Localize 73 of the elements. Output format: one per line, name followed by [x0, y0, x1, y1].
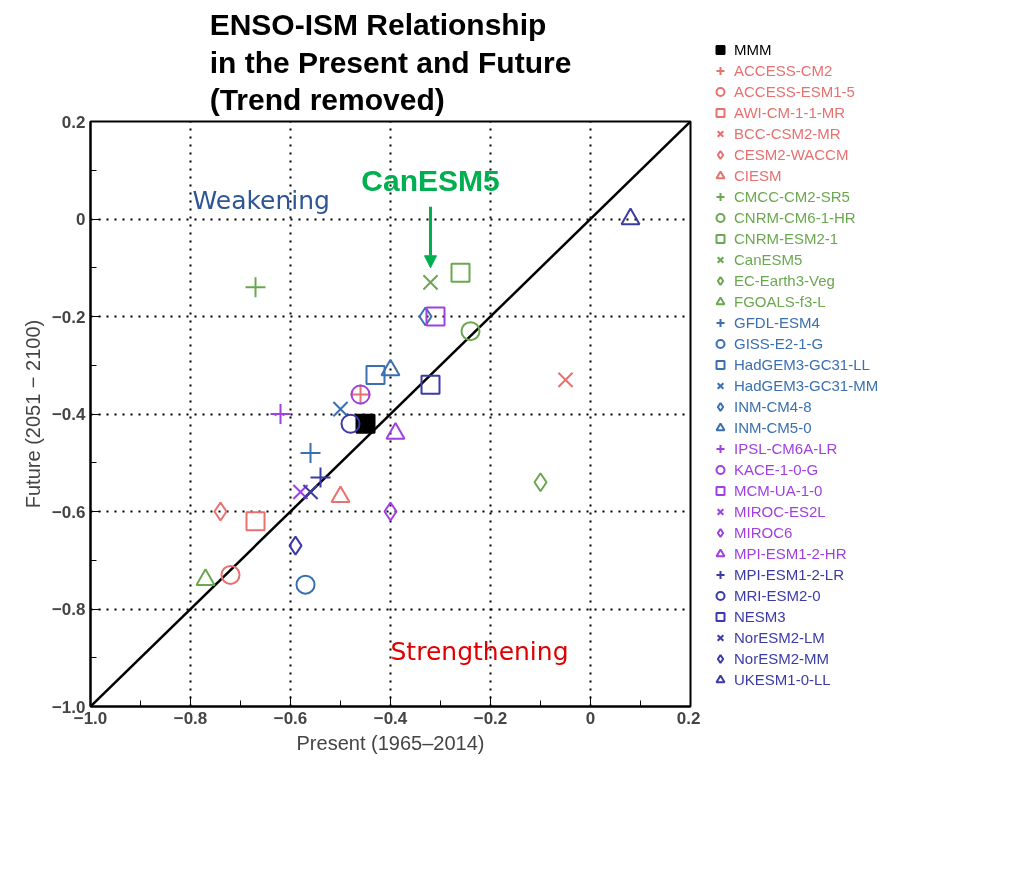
- legend-label: NorESM2-LM: [734, 628, 825, 649]
- legend-label: MRI-ESM2-0: [734, 586, 821, 607]
- legend-label: GISS-E2-1-G: [734, 334, 824, 355]
- point: [309, 466, 332, 489]
- point: [299, 442, 322, 464]
- point: [213, 501, 228, 522]
- legend-label: MCM-UA-1-0: [734, 481, 823, 502]
- point: [340, 413, 361, 434]
- legend-label: AWI-CM-1-1-MR: [734, 103, 846, 124]
- legend-label: MPI-ESM1-2-HR: [734, 544, 847, 565]
- point: [292, 483, 309, 501]
- x-tick-label: −0.8: [173, 708, 208, 728]
- point: [332, 401, 349, 418]
- legend-label: CNRM-CM6-1-HR: [734, 208, 856, 229]
- legend-label: MIROC-ES2L: [734, 502, 826, 523]
- annotation: Strengthening: [390, 636, 569, 666]
- point: [418, 306, 433, 327]
- point: [420, 374, 441, 395]
- point: [295, 574, 316, 595]
- legend-label: FGOALS-f3-L: [734, 292, 826, 313]
- legend-label: CanESM5: [734, 250, 803, 271]
- point: [269, 403, 292, 425]
- legend-label: INM-CM4-8: [734, 397, 812, 418]
- legend-label: MIROC6: [734, 523, 793, 544]
- point: [460, 321, 481, 342]
- x-tick-label: −0.4: [373, 708, 408, 728]
- legend-label: KACE-1-0-G: [734, 460, 819, 481]
- annotation: Weakening: [192, 186, 330, 216]
- x-tick-label: −0.6: [273, 708, 308, 728]
- legend-label: INM-CM5-0: [734, 418, 812, 439]
- point: [422, 274, 439, 291]
- legend-label: CESM2-WACCM: [734, 145, 849, 166]
- x-tick-label: −0.2: [473, 708, 508, 728]
- point: [533, 472, 548, 493]
- legend-label: HadGEM3-GC31-MM: [734, 376, 879, 397]
- legend-label: BCC-CSM2-MR: [734, 124, 841, 145]
- point: [302, 483, 319, 501]
- legend-label: NESM3: [734, 607, 786, 628]
- point: [220, 564, 241, 585]
- point: [383, 501, 398, 522]
- y-tick-label: 0.2: [61, 112, 86, 132]
- legend-label: ACCESS-CM2: [734, 61, 833, 82]
- x-tick-label: 0.2: [676, 708, 701, 728]
- y-tick-label: −0.8: [51, 600, 86, 619]
- point: [365, 365, 386, 385]
- point: [245, 511, 266, 532]
- point: [244, 276, 267, 299]
- legend-label: MPI-ESM1-2-LR: [734, 565, 845, 586]
- x-axis-title: Present (1965–2014): [296, 731, 485, 754]
- point: [557, 371, 574, 388]
- legend-label: CIESM: [734, 166, 782, 187]
- legend-label: IPSL-CM6A-LR: [734, 439, 838, 460]
- point: [425, 306, 446, 327]
- y-tick-label: 0: [76, 210, 86, 229]
- y-tick-label: −0.6: [51, 502, 86, 522]
- chart-title: ENSO-ISM Relationship in the Present and Future (Trend removed): [209, 7, 572, 117]
- legend-label: NorESM2-MM: [734, 649, 830, 670]
- legend-label: ACCESS-ESM1-5: [734, 82, 855, 103]
- point: [355, 413, 376, 434]
- x-tick-label: 0: [585, 708, 596, 728]
- annotation: CanESM5: [361, 164, 500, 198]
- legend-label: UKESM1-0-LL: [734, 670, 831, 691]
- legend-label: GFDL-ESM4: [734, 313, 820, 334]
- legend-label: HadGEM3-GC31-LL: [734, 355, 870, 376]
- point: [288, 535, 303, 556]
- y-tick-label: −0.4: [51, 405, 87, 424]
- legend-label: EC-Earth3-Veg: [734, 271, 835, 292]
- legend-label: MMM: [734, 40, 772, 61]
- point: [450, 262, 471, 283]
- legend-label: CMCC-CM2-SR5: [734, 187, 850, 208]
- y-tick-label: −0.2: [51, 307, 86, 327]
- legend-label: CNRM-ESM2-1: [734, 229, 839, 250]
- y-axis-title: Future (2051 − 2100): [21, 319, 44, 509]
